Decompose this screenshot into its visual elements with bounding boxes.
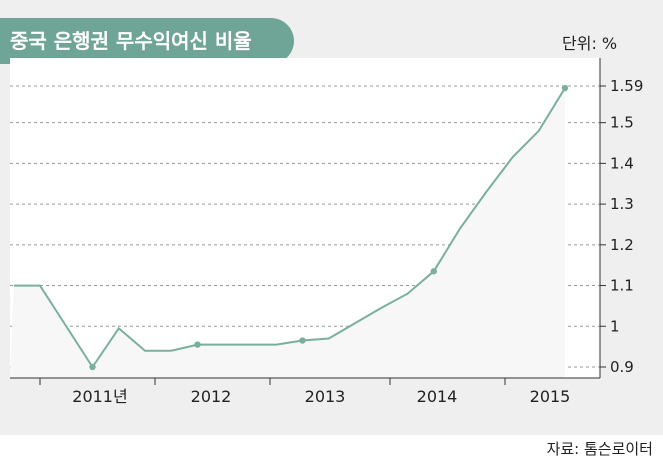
source-note: 자료: 톰슨로이터 [546, 440, 653, 458]
y-tick-label: 1.4 [610, 154, 634, 172]
series-line [13, 87, 566, 369]
data-point [194, 341, 201, 348]
chart-card: 중국 은행권 무수익여신 비율 단위: % 0.9 1 1.1 1.2 1.3 1.4 1.… [0, 0, 663, 435]
x-tick-label: 2012 [191, 387, 232, 406]
unit-label: 단위: % [562, 34, 618, 53]
series-markers [89, 84, 569, 371]
data-point [299, 337, 306, 344]
y-tick-label: 1.2 [610, 236, 634, 254]
y-tick-label: 1.59 [610, 77, 643, 95]
data-point [89, 363, 96, 371]
y-tick-label: 1 [610, 317, 620, 335]
y-axis-ticks: 0.9 1 1.1 1.2 1.3 1.4 1.5 1.59 [600, 77, 643, 376]
series-area [10, 88, 565, 378]
x-tick-label: 2015 [530, 387, 571, 406]
x-axis-ticks: 2011년 2012 2013 2014 2015 [39, 378, 571, 406]
series-line-path [13, 87, 566, 369]
axes [10, 58, 601, 379]
y-tick-label: 1.5 [610, 114, 634, 132]
title-banner: 중국 은행권 무수익여신 비율 [0, 18, 294, 64]
y-tick-label: 1.1 [610, 277, 634, 295]
x-tick-label: 2011년 [72, 387, 127, 406]
y-tick-label: 1.3 [610, 195, 634, 213]
x-tick-label: 2013 [305, 387, 346, 406]
x-tick-label: 2014 [417, 387, 458, 406]
data-point [430, 268, 437, 275]
y-tick-label: 0.9 [610, 358, 634, 376]
chart-title: 중국 은행권 무수익여신 비율 [10, 29, 252, 53]
line-chart: 0.911.11.21.31.41.51.59 2011년 2012 2013 201… [10, 58, 643, 406]
area-fill [10, 88, 565, 378]
data-point [561, 84, 569, 92]
